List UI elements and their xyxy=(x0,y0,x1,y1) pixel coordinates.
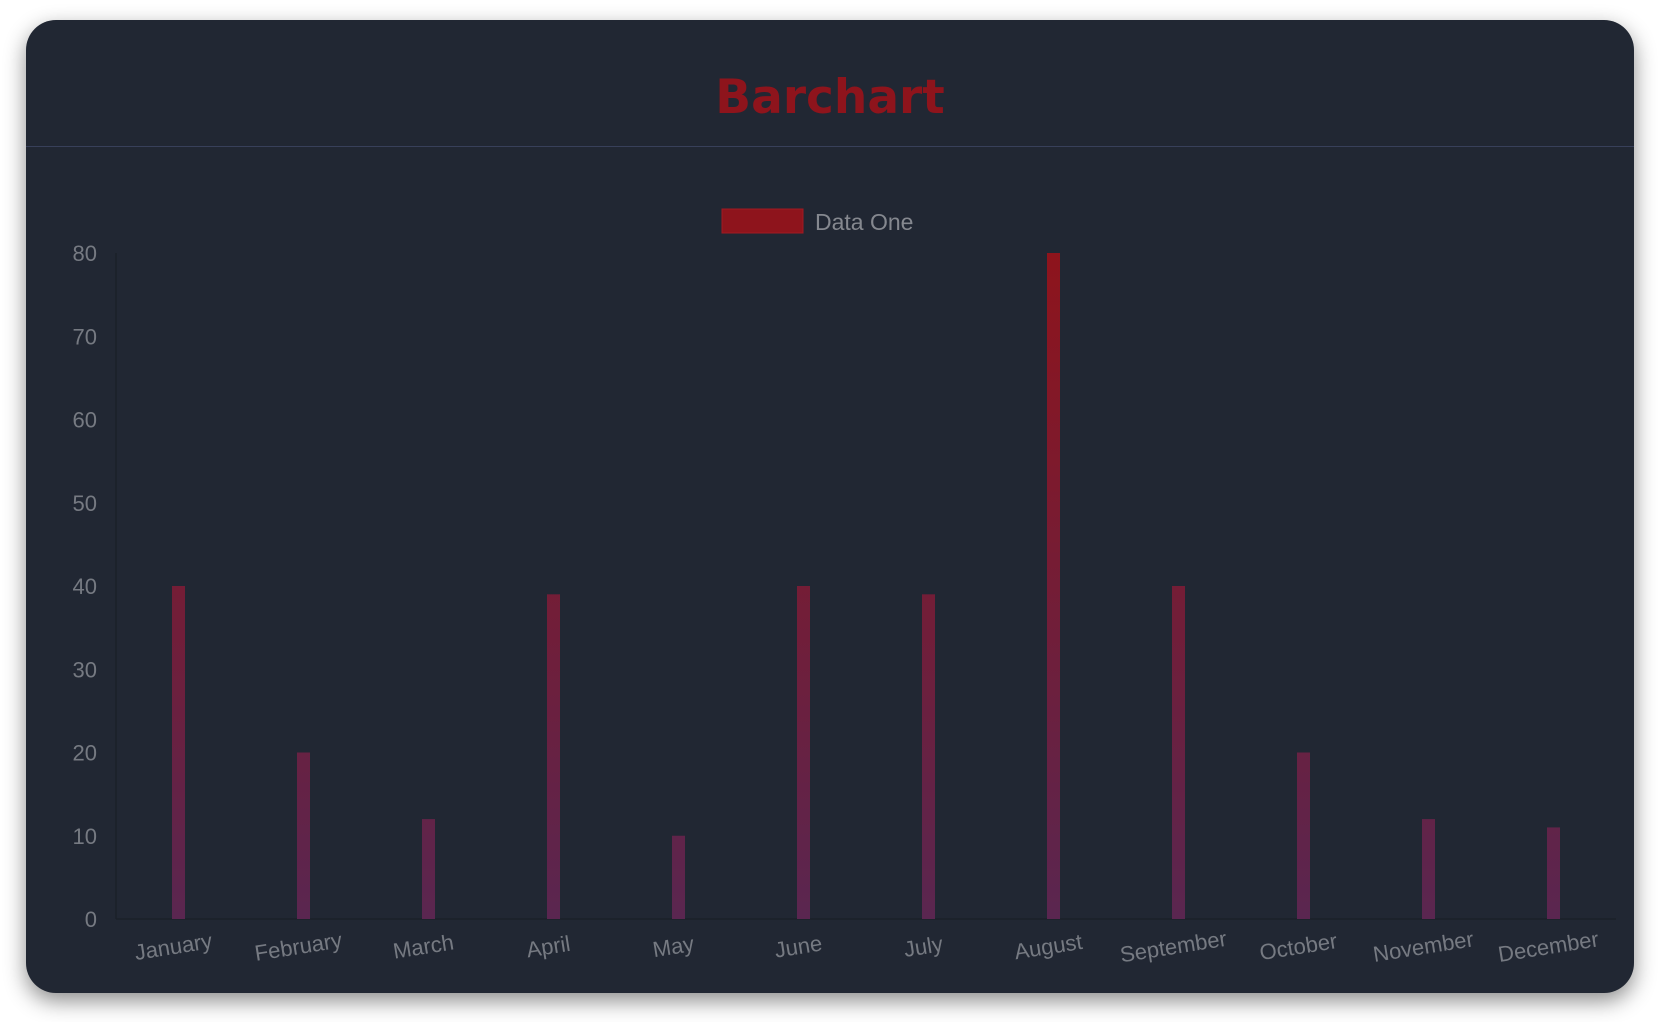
y-tick-label: 10 xyxy=(73,824,97,849)
x-tick-label: April xyxy=(525,931,572,963)
bar-january xyxy=(172,586,185,919)
y-tick-label: 70 xyxy=(73,324,97,349)
chart-card: Barchart xyxy=(26,20,1634,993)
bar-february xyxy=(297,752,310,919)
bar-november xyxy=(1422,819,1435,919)
bar-august xyxy=(1047,253,1060,919)
bar-march xyxy=(422,819,435,919)
page-title: Barchart xyxy=(715,70,945,125)
bar-april xyxy=(547,594,560,919)
x-tick-label: October xyxy=(1258,928,1339,965)
x-tick-label: June xyxy=(773,931,824,963)
header-divider xyxy=(26,146,1634,147)
y-tick-label: 60 xyxy=(73,408,97,433)
x-tick-label: September xyxy=(1118,926,1228,968)
y-tick-label: 0 xyxy=(85,907,97,932)
legend-swatch xyxy=(721,208,804,234)
x-tick-label: January xyxy=(133,928,214,965)
x-tick-label: May xyxy=(651,931,696,962)
y-tick-label: 30 xyxy=(73,657,97,682)
bar-september xyxy=(1172,586,1185,919)
x-tick-label: December xyxy=(1496,926,1600,967)
x-tick-label: March xyxy=(391,929,455,963)
x-tick-label: July xyxy=(902,931,945,962)
legend-label: Data One xyxy=(815,209,913,235)
x-tick-label: November xyxy=(1371,926,1475,967)
bar-december xyxy=(1547,827,1560,919)
x-tick-label: August xyxy=(1013,929,1085,964)
bar-july xyxy=(922,594,935,919)
y-tick-label: 80 xyxy=(73,241,97,266)
bar-october xyxy=(1297,752,1310,919)
x-tick-label: February xyxy=(253,927,344,965)
y-tick-label: 40 xyxy=(73,574,97,599)
y-tick-label: 50 xyxy=(73,491,97,516)
bar-may xyxy=(672,835,685,919)
y-tick-label: 20 xyxy=(73,741,97,766)
bar-june xyxy=(797,586,810,919)
